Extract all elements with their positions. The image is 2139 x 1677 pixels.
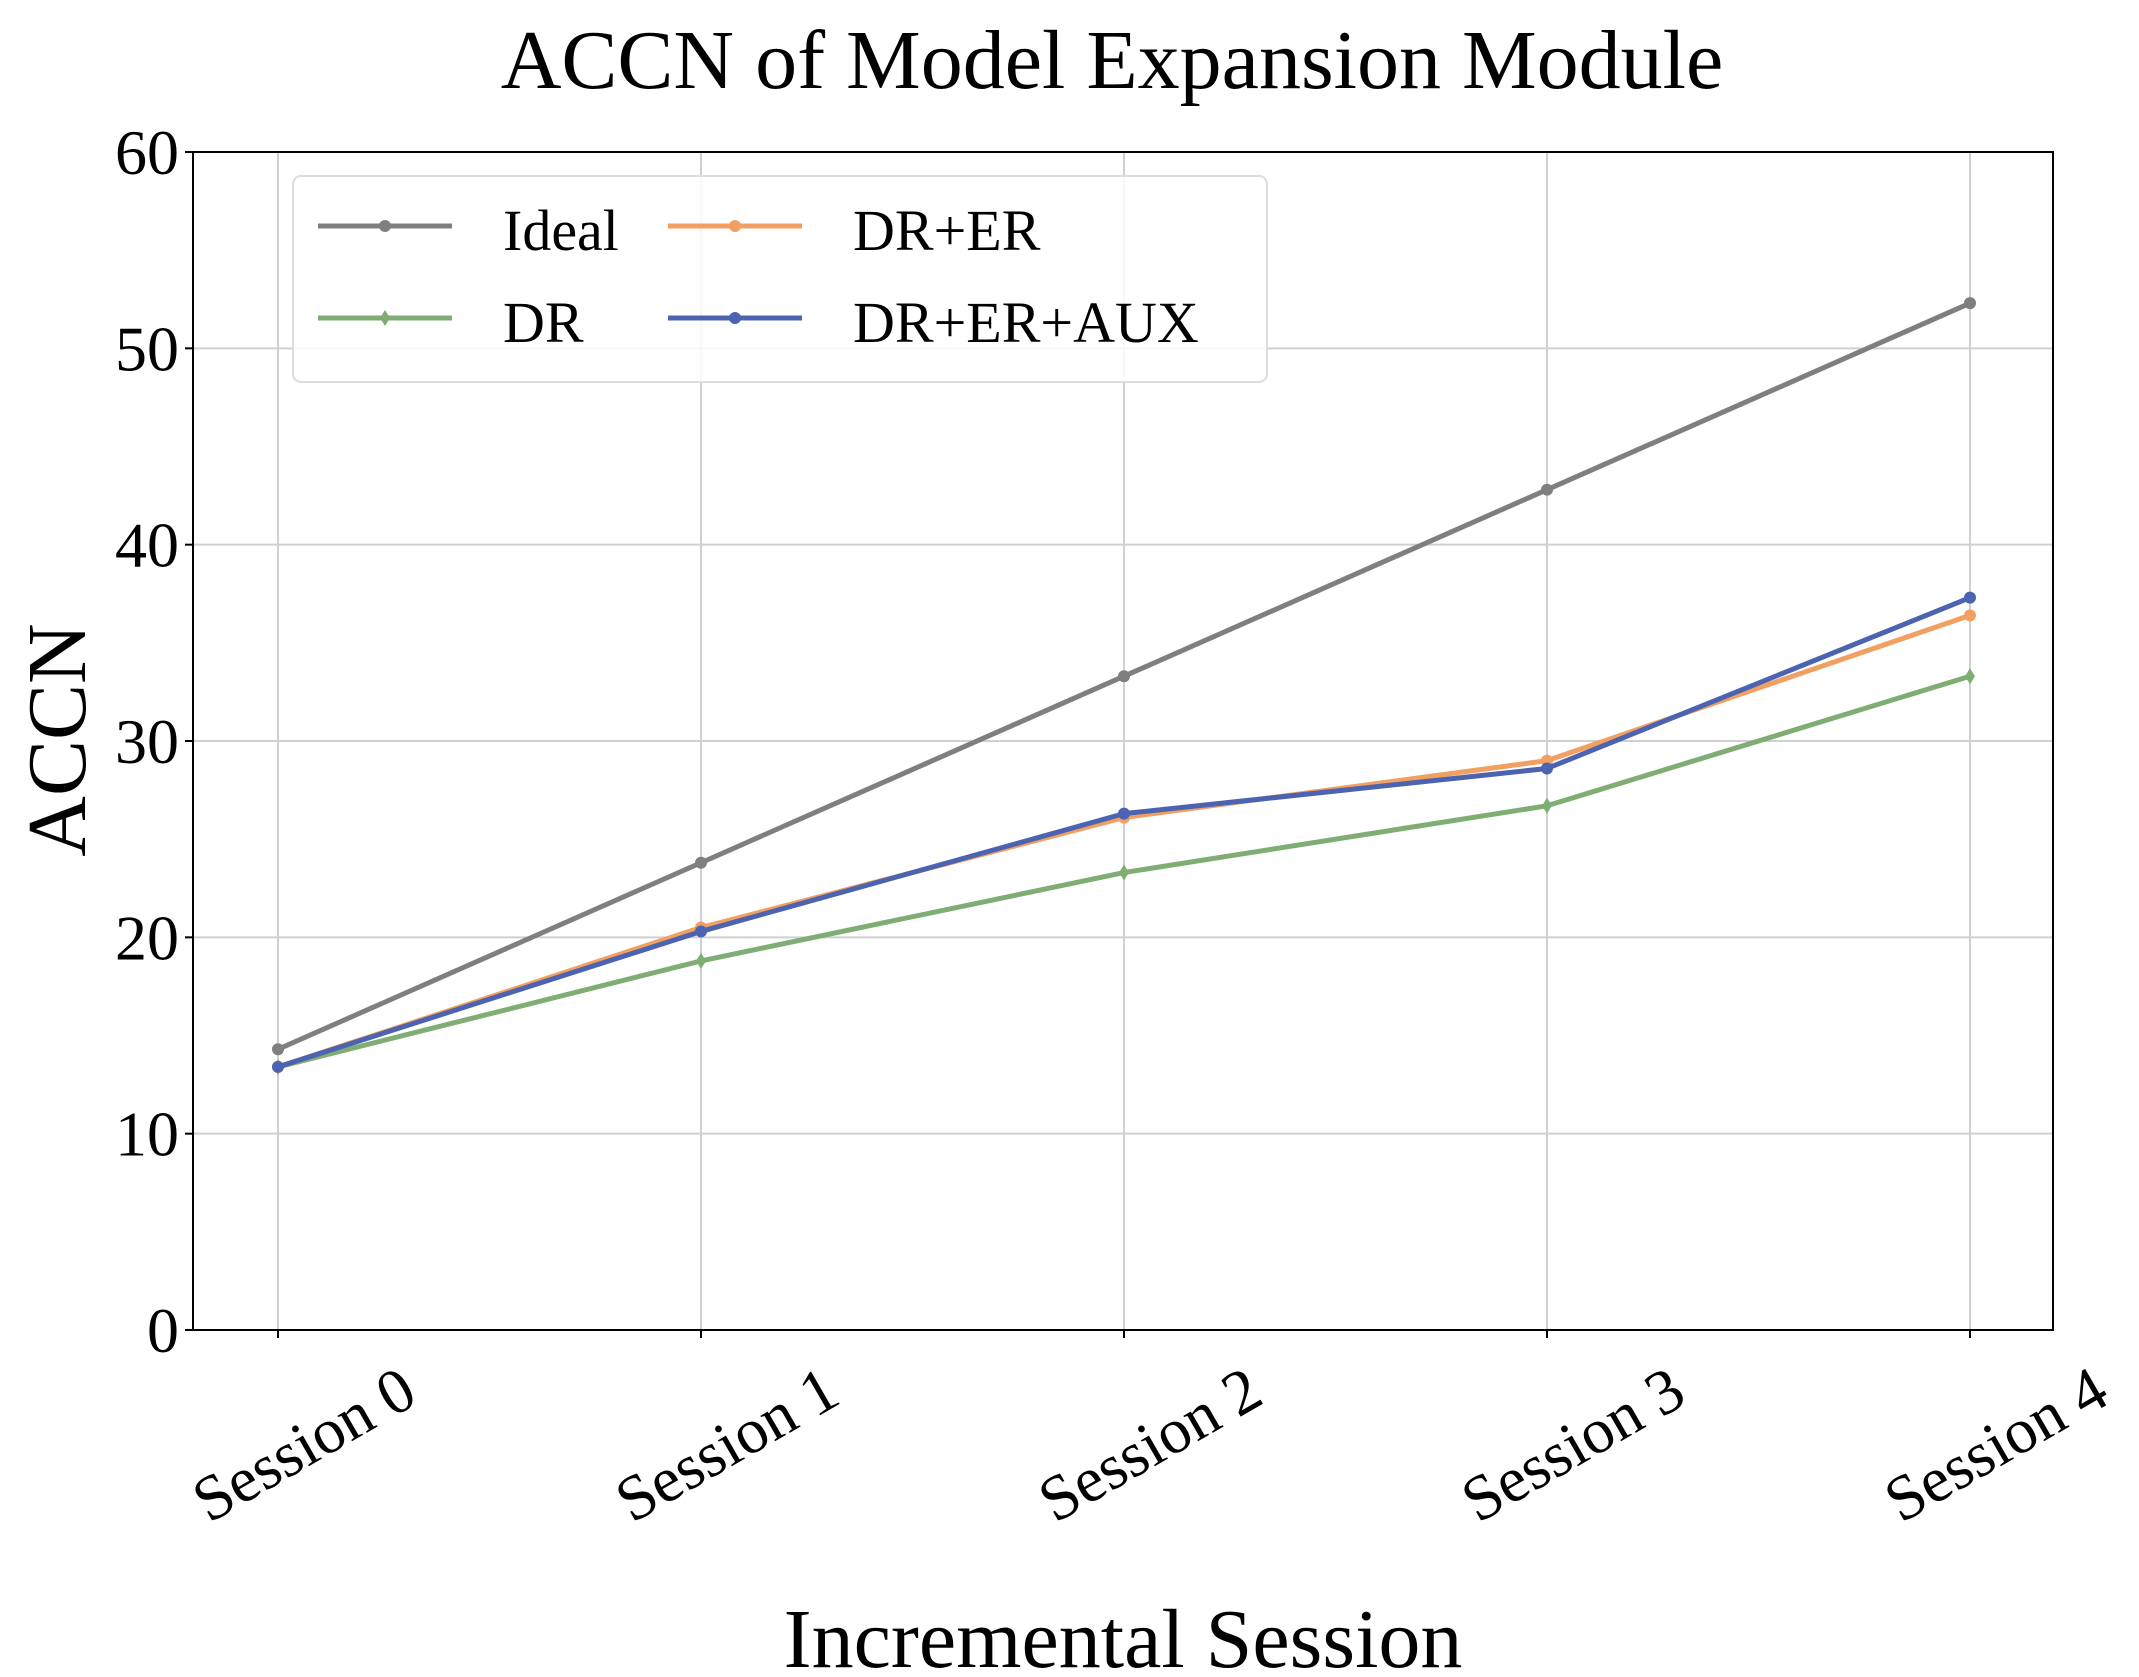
series-layer [272,297,1976,1075]
legend-entry: Ideal [318,198,619,263]
y-tick-label: 10 [115,1099,179,1170]
series-dr-er-aux [272,591,1976,1073]
y-axis-ticks: 0 10 20 30 40 50 60 [115,117,193,1366]
legend-label: Ideal [503,198,619,263]
data-point [379,220,391,232]
x-tick-label: Session 4 [1873,1353,2119,1536]
data-point [695,856,707,869]
data-point [729,220,741,232]
data-point [1541,483,1553,496]
y-tick-label: 20 [115,902,179,973]
data-point [272,1060,284,1073]
legend-label: DR [503,290,584,355]
y-tick-label: 30 [115,706,179,777]
x-axis-label: Incremental Session [784,1593,1463,1677]
x-axis-ticks: Session 0 Session 1 Session 2 Session 3 Sess… [181,1330,2119,1536]
y-axis-label: ACCN [11,623,104,856]
data-point [1964,297,1976,310]
x-tick-label: Session 1 [604,1353,850,1536]
chart-title: ACCN of Model Expansion Module [501,14,1724,107]
legend-label: DR+ER [853,198,1041,263]
legend: Ideal DR DR+ER DR+ER+AUX [292,175,1268,383]
series-ideal [272,297,1976,1056]
data-point [1965,668,1975,685]
data-point [1542,797,1552,814]
legend-entry: DR+ER [668,198,1041,263]
data-point [695,925,707,938]
data-point [1541,762,1553,775]
y-tick-label: 50 [115,313,179,384]
data-point [1964,591,1976,604]
legend-entry: DR [318,290,584,355]
data-point [1118,670,1130,683]
data-point [272,1043,284,1056]
data-point [729,312,741,324]
legend-label: DR+ER+AUX [853,290,1199,355]
data-point [1119,864,1129,881]
y-tick-label: 60 [115,117,179,188]
x-tick-label: Session 2 [1027,1353,1273,1536]
y-tick-label: 0 [147,1295,179,1366]
data-point [380,310,390,326]
x-tick-label: Session 3 [1450,1353,1696,1536]
y-tick-label: 40 [115,510,179,581]
data-point [1118,807,1130,820]
data-point [1964,609,1976,622]
legend-entry: DR+ER+AUX [668,290,1199,355]
x-tick-label: Session 0 [181,1353,427,1536]
data-point [696,952,706,969]
legend-frame [292,175,1268,383]
